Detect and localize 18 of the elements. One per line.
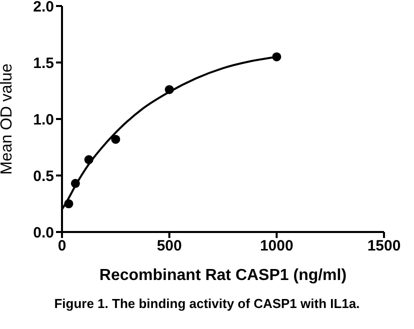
point	[164, 85, 174, 94]
y-tick-label: 1.0	[33, 111, 54, 128]
point	[84, 155, 94, 164]
y-axis-title: Mean OD value	[0, 63, 16, 175]
x-tick-label: 500	[156, 238, 182, 255]
y-tick-label: 2.0	[33, 0, 54, 16]
y-tick-label: 1.5	[33, 54, 54, 72]
point	[272, 52, 282, 62]
point	[70, 178, 80, 188]
x-tick-label: 1000	[260, 238, 294, 255]
x-tick-label: 1500	[367, 238, 401, 255]
point	[111, 134, 120, 144]
y-tick-label: 0.0	[33, 224, 54, 242]
x-axis-title: Recombinant Rat CASP1 (ng/ml)	[99, 267, 347, 284]
caption: Figure 1. The binding activity of CASP1 with IL1a.	[53, 296, 361, 311]
point	[64, 199, 74, 208]
x-tick-label: 0	[58, 238, 66, 255]
y-tick-label: 0.5	[33, 168, 54, 185]
